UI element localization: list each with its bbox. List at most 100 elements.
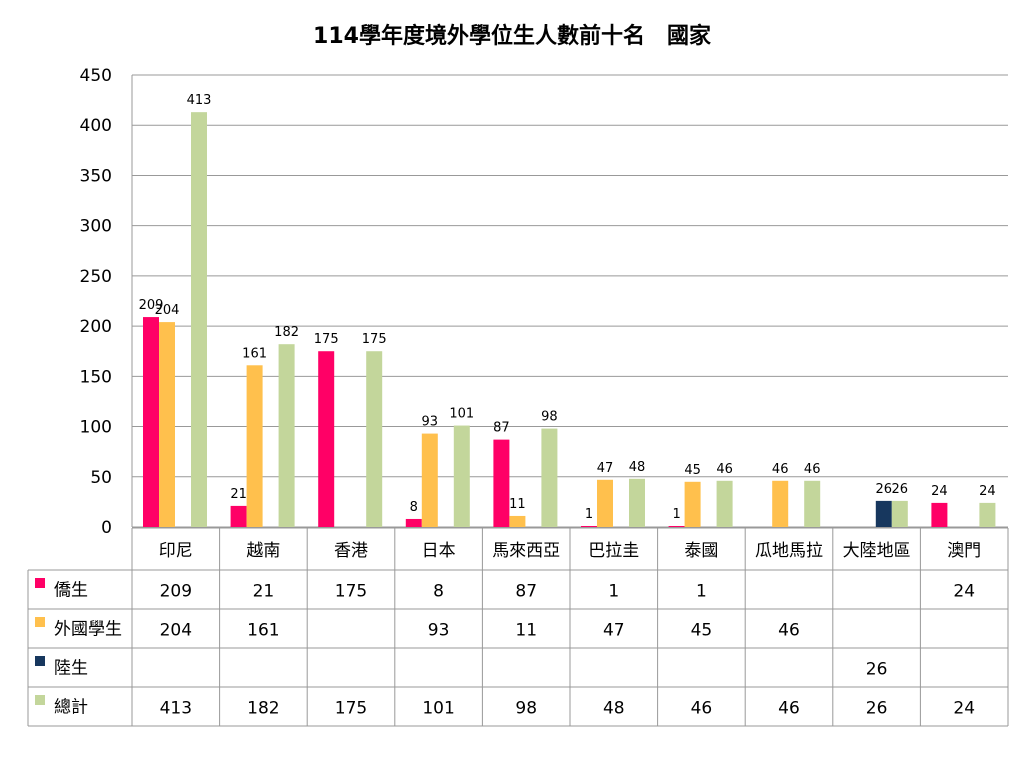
- table-cell: 26: [866, 699, 888, 719]
- y-tick-label: 300: [80, 217, 112, 237]
- legend-label: 陸生: [54, 659, 88, 679]
- legend-swatch: [35, 695, 45, 705]
- bar: [891, 500, 908, 527]
- data-label: 175: [314, 332, 339, 347]
- legend-swatch: [35, 578, 45, 588]
- legend-swatch: [35, 656, 45, 666]
- legend-label: 總計: [54, 698, 88, 718]
- table-cell: 24: [953, 582, 975, 602]
- table-cell: 101: [422, 699, 454, 719]
- table-cell: 87: [515, 582, 537, 602]
- data-label: 8: [410, 500, 418, 515]
- bar: [230, 505, 247, 527]
- bar: [875, 500, 892, 527]
- table-cell: 47: [603, 621, 625, 641]
- y-tick-label: 200: [80, 317, 112, 337]
- category-label: 瓜地馬拉: [755, 541, 823, 561]
- bar: [453, 425, 470, 527]
- bar: [278, 344, 295, 527]
- bar: [246, 365, 263, 527]
- y-tick-label: 50: [90, 468, 112, 488]
- y-tick-label: 350: [80, 166, 112, 186]
- table-cell: 175: [335, 699, 367, 719]
- y-tick-label: 0: [101, 518, 112, 538]
- data-label: 26: [892, 482, 909, 497]
- table-cell: 21: [253, 582, 275, 602]
- data-label: 48: [629, 460, 646, 475]
- bar: [191, 112, 207, 528]
- bar: [581, 525, 597, 527]
- category-label: 印尼: [159, 541, 193, 561]
- data-label: 26: [876, 482, 893, 497]
- bar: [684, 481, 701, 527]
- data-label: 93: [422, 415, 439, 430]
- y-tick-label: 100: [80, 418, 112, 438]
- category-label: 巴拉圭: [588, 541, 639, 561]
- data-label: 47: [597, 461, 614, 476]
- table-cell: 98: [515, 699, 537, 719]
- table-cell: 8: [433, 582, 444, 602]
- bar: [421, 433, 438, 527]
- bar: [541, 428, 558, 527]
- bar: [668, 525, 685, 527]
- bar: [366, 351, 383, 527]
- table-cell: 24: [953, 699, 975, 719]
- bar: [804, 480, 821, 527]
- chart-title: 114學年度境外學位生人數前十名 國家: [313, 24, 711, 49]
- data-label: 46: [772, 462, 789, 477]
- data-label: 46: [804, 462, 821, 477]
- data-label: 45: [684, 463, 701, 478]
- legend-label: 外國學生: [54, 620, 122, 640]
- bar: [931, 502, 948, 527]
- y-tick-label: 150: [80, 367, 112, 387]
- category-label: 香港: [334, 541, 368, 561]
- table-cell: 26: [866, 660, 888, 680]
- data-label: 413: [187, 93, 212, 108]
- y-tick-label: 450: [80, 66, 112, 86]
- table-cell: 182: [247, 699, 279, 719]
- bar: [405, 518, 422, 527]
- legend-swatch: [35, 617, 45, 627]
- category-label: 日本: [422, 541, 456, 561]
- data-label: 175: [362, 332, 387, 347]
- table-cell: 209: [160, 582, 192, 602]
- data-label: 1: [672, 507, 680, 522]
- bar: [493, 439, 510, 527]
- data-label: 87: [493, 421, 510, 436]
- table-cell: 45: [691, 621, 713, 641]
- category-label: 越南: [246, 541, 280, 561]
- data-label: 204: [155, 303, 180, 318]
- table-cell: 175: [335, 582, 367, 602]
- bar: [716, 480, 733, 527]
- category-label: 馬來西亞: [492, 541, 560, 561]
- table-cell: 46: [691, 699, 713, 719]
- data-label: 11: [509, 497, 526, 512]
- bar: [772, 480, 789, 527]
- bar: [159, 322, 175, 527]
- table-cell: 46: [778, 621, 800, 641]
- data-label: 209: [139, 298, 164, 313]
- bar: [979, 502, 996, 527]
- table-cell: 1: [608, 582, 619, 602]
- category-label: 泰國: [684, 541, 718, 561]
- bar: [509, 515, 526, 527]
- data-label: 24: [931, 484, 948, 499]
- data-label: 1: [585, 507, 593, 522]
- data-label: 182: [274, 325, 299, 340]
- data-label: 161: [242, 346, 267, 361]
- category-label: 澳門: [947, 541, 981, 561]
- table-cell: 204: [160, 621, 192, 641]
- table-cell: 413: [160, 699, 192, 719]
- bar: [629, 478, 645, 527]
- data-label: 21: [230, 487, 247, 502]
- data-label: 101: [449, 407, 474, 422]
- y-tick-label: 400: [80, 116, 112, 136]
- legend-label: 僑生: [54, 581, 88, 601]
- data-label: 46: [716, 462, 733, 477]
- table-cell: 48: [603, 699, 625, 719]
- bar: [597, 479, 613, 527]
- table-cell: 46: [778, 699, 800, 719]
- table-cell: 161: [247, 621, 279, 641]
- table-cell: 93: [428, 621, 450, 641]
